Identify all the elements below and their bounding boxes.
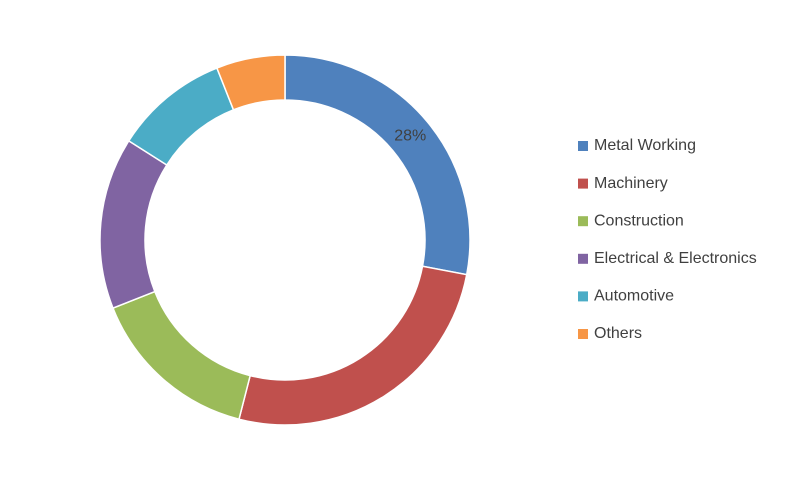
legend-label: Construction bbox=[594, 212, 684, 229]
donut-slice bbox=[99, 139, 168, 310]
donut-slice bbox=[284, 54, 471, 276]
legend-swatch bbox=[578, 141, 588, 151]
donut-slice bbox=[238, 265, 468, 426]
legend-swatch bbox=[578, 178, 588, 189]
legend-label: Others bbox=[594, 325, 642, 342]
donut-slice bbox=[127, 67, 235, 167]
legend-swatch bbox=[578, 253, 588, 264]
donut-slice bbox=[215, 54, 286, 111]
donut-slice bbox=[112, 290, 252, 421]
data-label: 28% bbox=[394, 128, 426, 145]
legend-label: Automotive bbox=[594, 288, 674, 305]
legend-label: Metal Working bbox=[594, 137, 696, 154]
legend-swatch bbox=[578, 216, 588, 227]
legend-swatch bbox=[578, 291, 588, 302]
legend-label: Electrical & Electronics bbox=[594, 250, 757, 267]
legend-label: Machinery bbox=[594, 175, 668, 192]
legend-swatch bbox=[578, 329, 588, 339]
